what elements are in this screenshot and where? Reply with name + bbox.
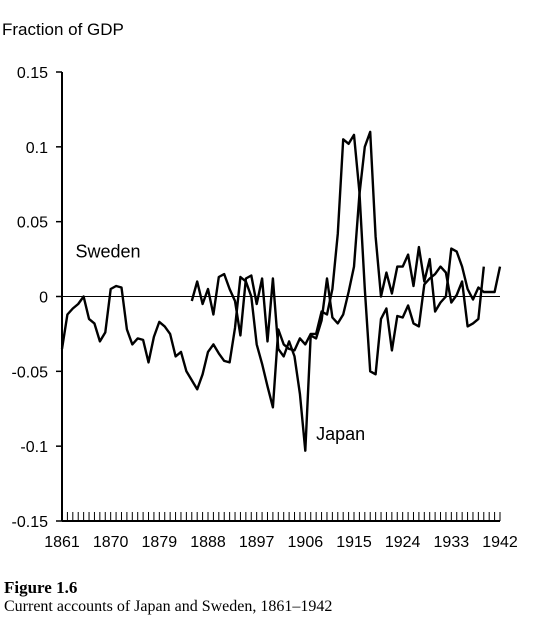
x-tick-label: 1924 <box>385 534 421 551</box>
x-tick-label: 1897 <box>239 534 275 551</box>
x-tick-label: 1933 <box>434 534 470 551</box>
x-tick-label: 1906 <box>288 534 324 551</box>
series-line-sweden <box>60 133 485 409</box>
x-tick-label: 1879 <box>142 534 178 551</box>
y-tick-label: 0.15 <box>17 65 48 82</box>
series-line-japan <box>190 130 502 452</box>
figure-caption: Current accounts of Japan and Sweden, 18… <box>4 598 333 615</box>
y-tick-label: 0.05 <box>17 215 48 232</box>
x-tick-label: 1861 <box>44 534 80 551</box>
y-tick-label: 0.1 <box>26 140 48 157</box>
y-tick-label: -0.15 <box>12 514 49 531</box>
x-tick-label: 1870 <box>93 534 129 551</box>
series-label-sweden: Sweden <box>76 242 141 262</box>
series-label-japan: Japan <box>316 424 365 444</box>
series-annotations: Sweden Japan <box>76 242 366 445</box>
y-tick-label: -0.1 <box>20 439 48 456</box>
x-axis-tick-labels: 1861 1870 1879 1888 1897 1906 1915 1924 1933 1942 <box>44 534 518 551</box>
x-tick-label: 1915 <box>336 534 372 551</box>
x-tick-label: 1888 <box>190 534 226 551</box>
y-tick-label: -0.05 <box>12 364 49 381</box>
x-tick-label: 1942 <box>482 534 518 551</box>
y-axis-ticks: 0.15 0.1 0.05 0 -0.05 -0.1 -0.15 <box>12 65 62 531</box>
figure-title: Figure 1.6 <box>4 578 78 597</box>
y-axis-title: Fraction of GDP <box>2 20 124 39</box>
x-axis-minor-ticks <box>61 512 501 521</box>
y-tick-label: 0 <box>39 290 48 307</box>
series-lines <box>60 130 502 452</box>
